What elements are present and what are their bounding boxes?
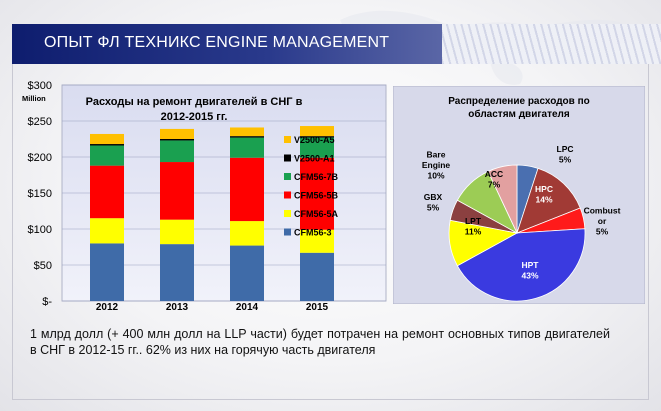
- bar-segment: [230, 127, 264, 137]
- bar-segment: [90, 144, 124, 146]
- bar-segment: [90, 165, 124, 219]
- legend-swatch: [284, 136, 291, 143]
- pie-slice-label: LPC 5%: [557, 144, 574, 165]
- bar-segment: [160, 219, 194, 245]
- pie-chart-title-line-1: Распределение расходов по: [448, 96, 590, 107]
- x-tick-label: 2012: [96, 302, 119, 312]
- bar-segment: [160, 128, 194, 139]
- legend-label: CFM56-5A: [294, 209, 339, 219]
- pie-slice-label: Combust or 5%: [584, 206, 621, 237]
- bar-segment: [160, 139, 194, 141]
- cost-distribution-pie-chart: Распределение расходов по областям двига…: [393, 86, 645, 304]
- bar-segment: [230, 157, 264, 222]
- y-tick-label: $300: [28, 80, 52, 92]
- bar-segment: [300, 137, 334, 158]
- bar-segment: [160, 140, 194, 163]
- y-tick-label: $150: [28, 188, 52, 200]
- x-tick-label: 2015: [306, 302, 329, 312]
- pie-slice-label: LPT 11%: [465, 216, 482, 237]
- pie-slice-label: Bare Engine 10%: [422, 150, 451, 181]
- bar-segment: [90, 145, 124, 166]
- bar-segment: [160, 162, 194, 220]
- bar-segment: [300, 126, 334, 137]
- x-tick-label: 2013: [166, 302, 189, 312]
- y-tick-label: $100: [28, 224, 52, 236]
- bar-segment: [300, 136, 334, 138]
- pie-slice-label: HPT 43%: [521, 260, 539, 281]
- bar-segment: [230, 137, 264, 158]
- y-tick-label: $50: [34, 260, 52, 272]
- frame-right-border: [648, 64, 649, 400]
- repair-costs-stacked-bar-chart: $- $50 $100 $150 $200 $250 $300 Million 2012 20…: [22, 80, 387, 312]
- x-tick-label: 2014: [236, 302, 259, 312]
- bar-segment: [90, 133, 124, 145]
- bar-chart-title-line-2: 2012-2015 гг.: [161, 111, 228, 123]
- bar-segment: [230, 245, 264, 301]
- bar-chart-title-line-1: Расходы на ремонт двигателей в СНГ в: [86, 96, 303, 108]
- bar-segment: [300, 157, 334, 230]
- header-stripes-decoration: [442, 24, 661, 64]
- pie-slice-label: HPC 14%: [535, 184, 553, 205]
- pie-slice: [487, 164, 518, 234]
- legend-label: CFM56-3: [294, 228, 332, 238]
- legend-swatch: [284, 154, 291, 162]
- pie-slice-label: ACC 7%: [485, 169, 503, 190]
- bar-segment: [90, 243, 124, 301]
- legend-swatch: [284, 210, 291, 217]
- pie-slice-label: GBX 5%: [424, 192, 443, 213]
- pie-slice: [456, 228, 586, 302]
- summary-caption: 1 млрд долл (+ 400 млн долл на LLP части…: [30, 327, 610, 357]
- bar-segment: [300, 252, 334, 301]
- y-tick-label: $-: [42, 296, 52, 308]
- y-tick-label: $250: [28, 116, 52, 128]
- bar-segment: [230, 136, 264, 138]
- pie-slice: [516, 167, 581, 234]
- legend-label: V2500-A5: [294, 135, 335, 145]
- bar-segment: [160, 244, 194, 301]
- y-tick-label: $200: [28, 152, 52, 164]
- header-band: [12, 24, 442, 64]
- slide-title: ОПЫТ ФЛ ТЕХНИКС ENGINE MANAGEMENT: [44, 34, 390, 51]
- bar-segment: [300, 229, 334, 253]
- legend-swatch: [284, 191, 291, 199]
- legend-label: CFM56-5B: [294, 191, 339, 201]
- bar-segment: [230, 221, 264, 246]
- legend-swatch: [284, 228, 291, 236]
- pie-chart-title-line-2: областям двигателя: [468, 108, 570, 120]
- frame-bottom-border: [12, 399, 648, 400]
- legend-swatch: [284, 173, 291, 180]
- legend-label: CFM56-7B: [294, 172, 339, 182]
- frame-left-border: [12, 64, 13, 400]
- legend-label: V2500-A1: [294, 154, 335, 164]
- y-axis-unit-label: Million: [22, 94, 46, 103]
- bar-segment: [90, 218, 124, 244]
